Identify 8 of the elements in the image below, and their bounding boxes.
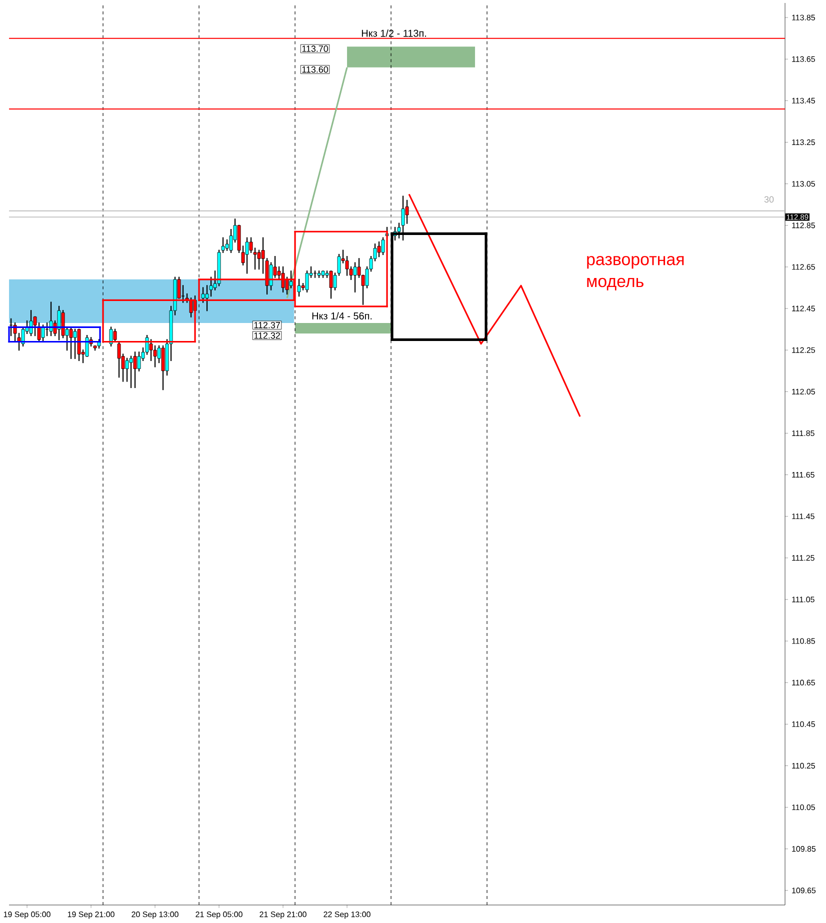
annotation: Нкз 1/2 - 113п. — [362, 29, 426, 37]
annotation: Нкз 1/4 - 56п. — [312, 312, 372, 320]
annotation: 113.70 — [302, 46, 328, 52]
annotation: 30 — [764, 196, 774, 203]
annotation: 112.37 — [254, 322, 280, 328]
annotation: 112.32 — [254, 332, 280, 339]
annotation: разворотная модель — [587, 256, 684, 290]
annotation: 113.60 — [302, 66, 328, 73]
